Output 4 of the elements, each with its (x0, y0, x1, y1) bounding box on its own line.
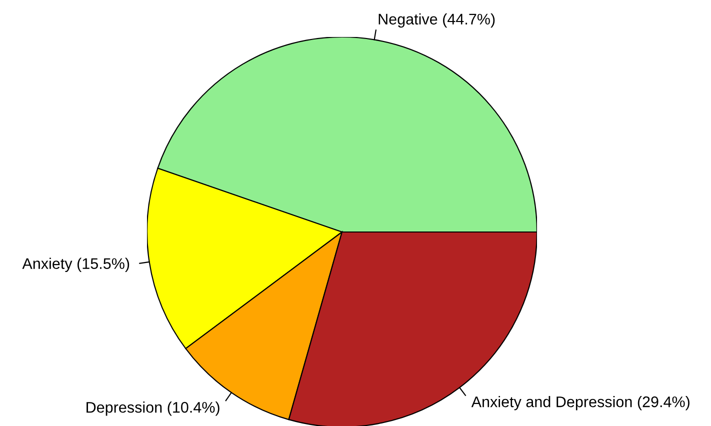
slice-label: Negative (44.7%) (378, 13, 495, 28)
slice-label: Depression (10.4%) (86, 402, 220, 416)
slice-label: Anxiety and Depression (29.4%) (471, 396, 690, 410)
slice-label: Anxiety (15.5%) (22, 258, 130, 272)
